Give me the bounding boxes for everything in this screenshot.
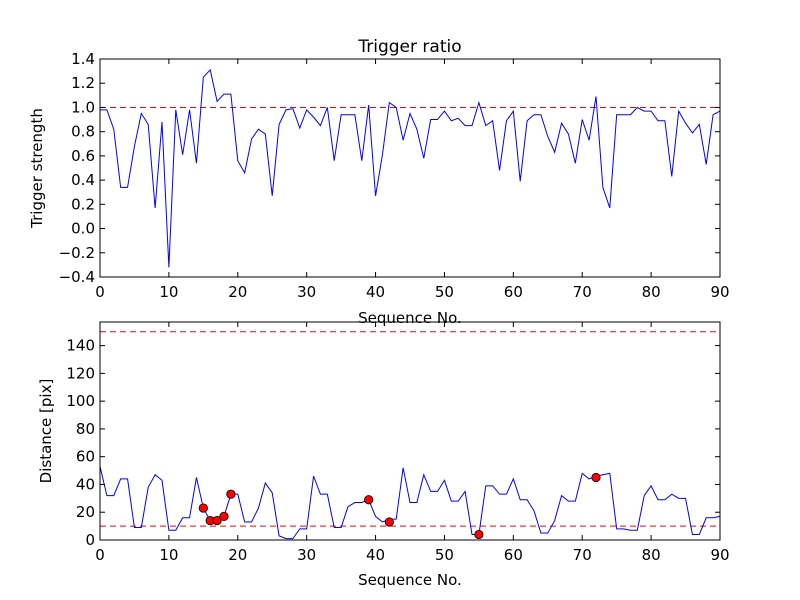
bottom-x-tick-label: 60	[504, 546, 523, 564]
bottom-series-line	[99, 466, 721, 540]
top-y-axis-label: Trigger strength	[28, 108, 46, 229]
bottom-x-tick-label: 30	[297, 546, 316, 564]
top-x-tick-label: 80	[642, 283, 661, 301]
top-y-tick-label: 0.0	[71, 220, 95, 238]
top-x-tick-label: 0	[95, 283, 105, 301]
top-x-tick-label: 30	[297, 283, 316, 301]
bottom-y-tick-label: 120	[66, 364, 95, 382]
top-x-axis-label: Sequence No.	[358, 309, 462, 327]
bottom-x-tick-label: 40	[366, 546, 385, 564]
trigger-ratio-panel: Trigger ratio 0 10 20 30 40 50 60 70 80 90 −0.4 −0.…	[28, 37, 730, 327]
top-ticks: 0 10 20 30 40 50 60 70 80 90 −0.4 −0.2 0.0 0.2 0.4 0.6 0…	[59, 50, 730, 301]
top-x-tick-label: 50	[435, 283, 454, 301]
top-y-tick-label: 1.4	[71, 50, 95, 68]
top-y-tick-label: 0.4	[71, 171, 95, 189]
bottom-y-tick-label: 0	[85, 531, 95, 549]
bottom-x-tick-label: 70	[573, 546, 592, 564]
bottom-flagged-point	[212, 515, 222, 526]
top-y-tick-label: 1.2	[71, 74, 95, 92]
top-y-tick-label: 1.0	[71, 98, 95, 116]
bottom-x-tick-label: 50	[435, 546, 454, 564]
bottom-x-axis-label: Sequence No.	[358, 571, 462, 589]
bottom-y-tick-label: 140	[66, 337, 95, 355]
bottom-ticks: 0 10 20 30 40 50 60 70 80 90 0 20 40 60 80 100 120 140	[66, 322, 730, 564]
bottom-flagged-point	[198, 503, 208, 513]
top-x-tick-label: 40	[366, 283, 385, 301]
top-x-tick-label: 10	[159, 283, 178, 301]
bottom-x-tick-label: 20	[228, 546, 247, 564]
top-x-tick-label: 90	[710, 283, 729, 301]
bottom-y-tick-label: 100	[66, 392, 95, 410]
bottom-x-tick-label: 0	[95, 546, 105, 564]
bottom-plot-frame	[99, 321, 721, 541]
bottom-y-axis-label: Distance [pix]	[37, 379, 55, 484]
bottom-flagged-point	[474, 529, 484, 540]
bottom-y-tick-label: 20	[76, 503, 95, 521]
top-x-tick-label: 70	[573, 283, 592, 301]
bottom-flagged-point	[219, 511, 229, 521]
bottom-flagged-point	[226, 489, 236, 499]
top-plot-area	[100, 68, 721, 268]
bottom-y-tick-label: 60	[76, 448, 95, 466]
top-chart-title: Trigger ratio	[357, 37, 461, 57]
top-y-tick-label: 0.2	[71, 195, 95, 213]
top-y-tick-label: 0.8	[71, 123, 95, 141]
top-series-line	[100, 68, 721, 268]
bottom-y-tick-label: 80	[76, 420, 95, 438]
bottom-x-tick-label: 90	[710, 546, 729, 564]
top-y-tick-label: 0.6	[71, 147, 95, 165]
bottom-plot-area	[99, 331, 721, 540]
bottom-flagged-point	[384, 517, 394, 527]
distance-panel: 0 10 20 30 40 50 60 70 80 90 0 20 40 60 80 100 120 140 Se…	[37, 321, 730, 589]
bottom-flagged-point	[364, 495, 374, 505]
bottom-flagged-point	[591, 472, 601, 483]
bottom-x-tick-label: 10	[159, 546, 178, 564]
bottom-x-tick-label: 80	[642, 546, 661, 564]
top-y-tick-label: −0.4	[59, 268, 95, 286]
top-plot-frame	[99, 58, 721, 278]
top-y-tick-label: −0.2	[59, 244, 95, 262]
bottom-y-tick-label: 40	[76, 475, 95, 493]
top-x-tick-label: 60	[504, 283, 523, 301]
top-x-tick-label: 20	[228, 283, 247, 301]
